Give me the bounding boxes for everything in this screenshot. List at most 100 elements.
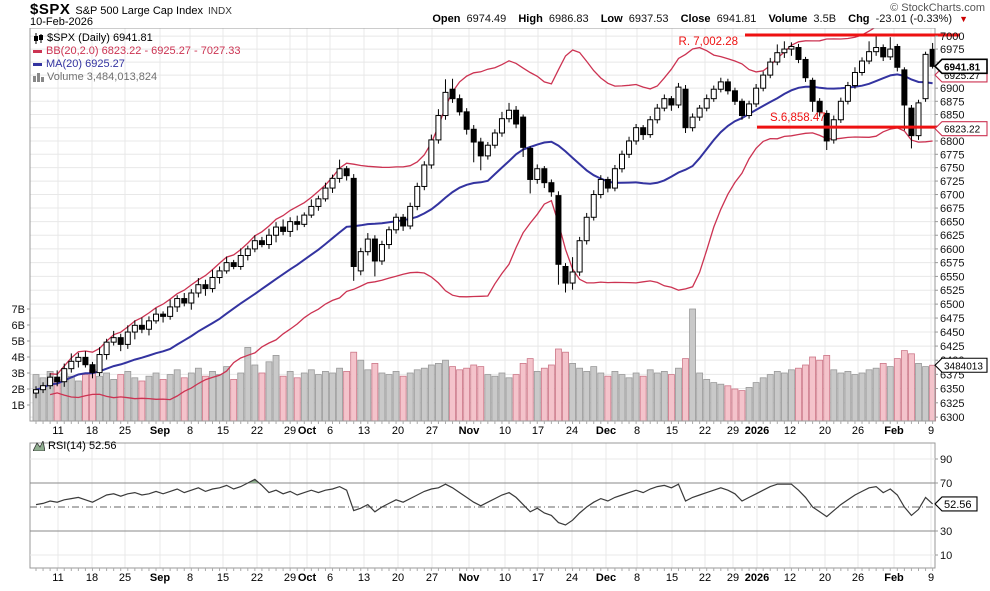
svg-text:20: 20 <box>819 425 831 437</box>
legend-symbol-text: $SPX (Daily) 6941.81 <box>47 32 153 44</box>
svg-text:22: 22 <box>251 425 263 437</box>
svg-text:4B: 4B <box>12 352 25 364</box>
svg-text:6625: 6625 <box>940 230 964 242</box>
svg-text:12: 12 <box>784 425 796 437</box>
svg-text:6775: 6775 <box>940 149 964 161</box>
svg-text:Sep: Sep <box>150 425 170 437</box>
high-value: 6986.83 <box>548 13 589 25</box>
svg-text:Feb: Feb <box>884 572 904 584</box>
close-label: Close <box>680 13 711 25</box>
quote-strip: Open 6974.49 High 6986.83 Low 6937.53 Cl… <box>432 13 968 25</box>
copyright: © StockCharts.com <box>890 2 985 14</box>
volume-label: Volume <box>768 13 808 25</box>
svg-text:3484013: 3484013 <box>944 361 983 372</box>
svg-text:24: 24 <box>566 572 578 584</box>
svg-text:6800: 6800 <box>940 136 964 148</box>
symbol-name: S&P 500 Large Cap Index <box>75 5 203 17</box>
legend-bb-text: BB(20,2.0) 6823.22 - 6925.27 - 7027.33 <box>46 45 241 57</box>
svg-text:70: 70 <box>940 478 952 490</box>
svg-text:2026: 2026 <box>745 425 769 437</box>
svg-text:27: 27 <box>426 572 438 584</box>
svg-text:6525: 6525 <box>940 285 964 297</box>
svg-text:11: 11 <box>52 572 63 584</box>
legend-volume-text: Volume 3,484,013,824 <box>47 71 158 83</box>
svg-text:6700: 6700 <box>940 190 964 202</box>
svg-text:20: 20 <box>392 425 404 437</box>
svg-text:10: 10 <box>940 550 952 562</box>
svg-text:Oct: Oct <box>298 572 317 584</box>
svg-text:18: 18 <box>86 425 98 437</box>
svg-text:6: 6 <box>327 572 333 584</box>
svg-text:6850: 6850 <box>940 109 964 121</box>
legend-symbol-row: $SPX (Daily) 6941.81 <box>33 32 240 45</box>
legend-volume-row: Volume 3,484,013,824 <box>33 71 240 84</box>
svg-text:6575: 6575 <box>940 258 964 270</box>
svg-text:8: 8 <box>187 425 193 437</box>
down-triangle-icon: ▼ <box>959 14 968 24</box>
rsi-label-text: RSI(14) 52.56 <box>48 440 117 452</box>
candlestick-icon <box>34 32 43 44</box>
svg-text:10: 10 <box>499 425 511 437</box>
svg-text:15: 15 <box>666 425 678 437</box>
svg-text:52.56: 52.56 <box>944 499 972 511</box>
svg-text:6325: 6325 <box>940 398 964 410</box>
svg-text:13: 13 <box>358 572 370 584</box>
svg-text:2B: 2B <box>12 384 25 396</box>
volume-value: 3.5B <box>813 13 837 25</box>
legend-ma-text: MA(20) 6925.27 <box>46 58 125 70</box>
svg-text:17: 17 <box>532 572 544 584</box>
rsi-indicator-label: RSI(14) 52.56 <box>33 440 116 452</box>
svg-text:11: 11 <box>52 425 63 437</box>
svg-text:29: 29 <box>284 572 296 584</box>
svg-text:29: 29 <box>284 425 296 437</box>
svg-text:Nov: Nov <box>459 425 481 437</box>
svg-text:29: 29 <box>727 425 739 437</box>
low-value: 6937.53 <box>628 13 669 25</box>
ma-line-swatch <box>33 62 42 66</box>
open-value: 6974.49 <box>466 13 507 25</box>
svg-text:22: 22 <box>251 572 263 584</box>
svg-text:1B: 1B <box>12 400 25 412</box>
svg-text:Dec: Dec <box>596 425 616 437</box>
chart-canvas: R. 7,002.28S.6,858.476300632563506375640… <box>12 28 988 584</box>
svg-text:6B: 6B <box>12 320 25 332</box>
svg-text:Feb: Feb <box>884 425 904 437</box>
svg-text:25: 25 <box>119 425 131 437</box>
chart-date: 10-Feb-2026 <box>30 16 93 28</box>
svg-text:9: 9 <box>928 572 934 584</box>
svg-text:6650: 6650 <box>940 217 964 229</box>
bb-line-swatch <box>33 49 42 53</box>
svg-text:2026: 2026 <box>745 572 769 584</box>
chg-value: -23.01 (-0.33%) <box>875 13 953 25</box>
svg-text:10: 10 <box>499 572 511 584</box>
svg-text:6: 6 <box>327 425 333 437</box>
svg-text:Nov: Nov <box>459 572 481 584</box>
svg-text:6500: 6500 <box>940 299 964 311</box>
svg-text:3B: 3B <box>12 368 25 380</box>
svg-text:6550: 6550 <box>940 271 964 283</box>
volume-bars-icon <box>33 73 44 83</box>
rsi-icon <box>33 441 45 452</box>
legend-bb-row: BB(20,2.0) 6823.22 - 6925.27 - 7027.33 <box>33 45 240 58</box>
svg-text:13: 13 <box>358 425 370 437</box>
svg-text:6350: 6350 <box>940 384 964 396</box>
svg-text:7B: 7B <box>12 304 25 316</box>
svg-text:17: 17 <box>532 425 544 437</box>
svg-text:22: 22 <box>699 425 711 437</box>
svg-text:6725: 6725 <box>940 176 964 188</box>
svg-text:24: 24 <box>566 425 578 437</box>
svg-text:22: 22 <box>699 572 711 584</box>
svg-text:20: 20 <box>392 572 404 584</box>
svg-text:6425: 6425 <box>940 341 964 353</box>
legend-ma-row: MA(20) 6925.27 <box>33 58 240 71</box>
close-value: 6941.81 <box>716 13 757 25</box>
svg-text:25: 25 <box>119 572 131 584</box>
symbol-ticker: $SPX <box>30 1 71 18</box>
svg-text:9: 9 <box>928 425 934 437</box>
chart-title: $SPX S&P 500 Large Cap Index INDX <box>30 1 232 19</box>
svg-text:6975: 6975 <box>940 44 964 56</box>
svg-text:6475: 6475 <box>940 313 964 325</box>
svg-text:6941.81: 6941.81 <box>944 62 981 73</box>
svg-text:26: 26 <box>852 425 864 437</box>
